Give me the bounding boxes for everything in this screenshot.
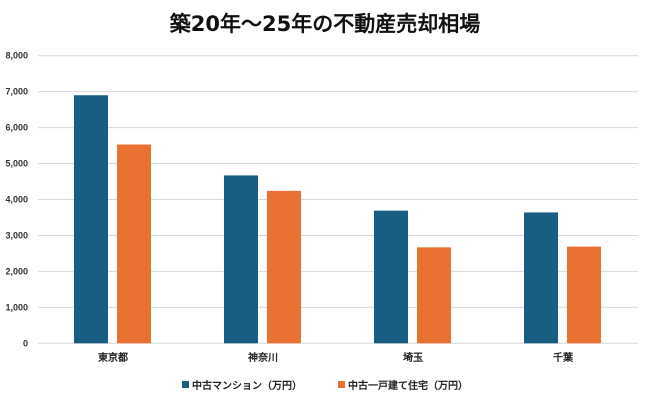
y-tick-label: 4,000 [5, 195, 28, 205]
bar-2 [417, 247, 451, 344]
y-tick-label: 8,000 [5, 51, 28, 61]
x-tick-label: 神奈川 [248, 351, 278, 364]
legend-item-series-2: 中古一戸建て住宅（万円） [338, 377, 468, 392]
bar-2 [567, 246, 601, 344]
legend-swatch [338, 381, 345, 388]
y-tick-label: 1,000 [5, 302, 28, 312]
x-tick-label: 東京都 [98, 351, 128, 364]
y-tick-label: 0 [23, 338, 28, 348]
x-tick-label: 埼玉 [403, 351, 423, 364]
bar-1 [524, 212, 558, 344]
bar-2 [117, 144, 151, 344]
bar-2 [267, 190, 301, 344]
legend-label: 中古マンション（万円） [192, 381, 302, 392]
legend-label: 中古一戸建て住宅（万円） [348, 381, 468, 392]
legend-swatch [182, 381, 189, 388]
legend: 中古マンション（万円） 中古一戸建て住宅（万円） [0, 377, 650, 392]
x-tick-label: 千葉 [553, 351, 574, 364]
bar-1 [374, 210, 408, 344]
y-tick-label: 7,000 [5, 87, 28, 97]
y-tick-label: 3,000 [5, 230, 28, 240]
y-tick-label: 2,000 [5, 266, 28, 276]
bar-1 [224, 175, 258, 344]
legend-item-series-1: 中古マンション（万円） [182, 377, 302, 392]
y-tick-label: 6,000 [5, 123, 28, 133]
bar-1 [74, 95, 108, 344]
chart-title: 築20年～25年の不動産売却相場 [169, 12, 481, 36]
y-tick-label: 5,000 [5, 159, 28, 169]
